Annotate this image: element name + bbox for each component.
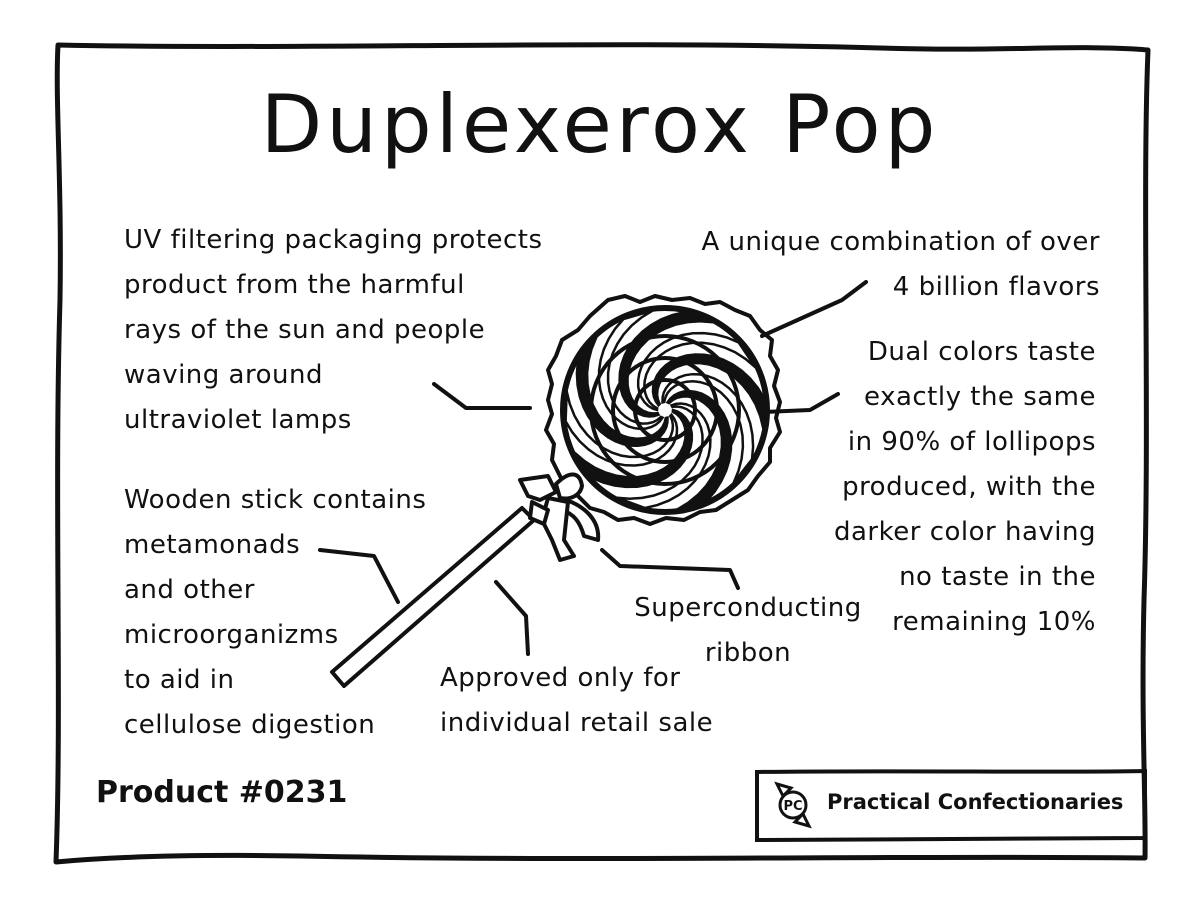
page-frame bbox=[53, 42, 1151, 865]
leader-dual bbox=[762, 392, 840, 414]
swirl-arm bbox=[573, 408, 694, 489]
swirl-arm bbox=[651, 353, 766, 429]
candy-wrapper-logo: PC bbox=[774, 781, 812, 829]
leader-flavors bbox=[760, 280, 868, 338]
callout-approved: Approved only for individual retail sale bbox=[440, 663, 714, 738]
brand-box: Practical Confectionaries bbox=[757, 770, 1147, 840]
callout-uv-packaging: UV filtering packaging protects product … bbox=[124, 225, 543, 435]
swirl-ring bbox=[589, 334, 741, 486]
callout-wooden-stick: Wooden stick contains metamonads and oth… bbox=[124, 485, 427, 740]
product-number: Product #0231 bbox=[96, 775, 348, 810]
brand-box-border bbox=[755, 768, 1147, 843]
callout-flavors: A unique combination of over 4 billion f… bbox=[701, 227, 1100, 302]
swirl-arm bbox=[665, 389, 733, 511]
swirl-arm bbox=[575, 336, 669, 448]
brand-name: Practical Confectionaries bbox=[827, 790, 1124, 814]
swirl-arm bbox=[636, 331, 757, 412]
leader-ribbon bbox=[600, 548, 740, 590]
swirl-ring bbox=[611, 356, 719, 464]
callout-dual-colors: Dual colors taste exactly the same in 90… bbox=[834, 337, 1096, 637]
leader-uv bbox=[432, 382, 532, 410]
page-title: Duplexerox Pop bbox=[260, 78, 940, 171]
leader-approved bbox=[494, 580, 530, 656]
leader-stick bbox=[318, 548, 400, 604]
swirl-arm bbox=[597, 309, 665, 431]
lollipop-illustration bbox=[330, 294, 782, 688]
callout-ribbon: Superconducting ribbon bbox=[634, 593, 862, 668]
swirl-ring bbox=[633, 378, 697, 442]
superconducting-ribbon bbox=[518, 472, 601, 562]
swirl-arm bbox=[564, 391, 679, 467]
candy-swirl bbox=[564, 309, 766, 511]
logo-letters: PC bbox=[783, 799, 802, 814]
swirl-arm bbox=[661, 372, 755, 484]
